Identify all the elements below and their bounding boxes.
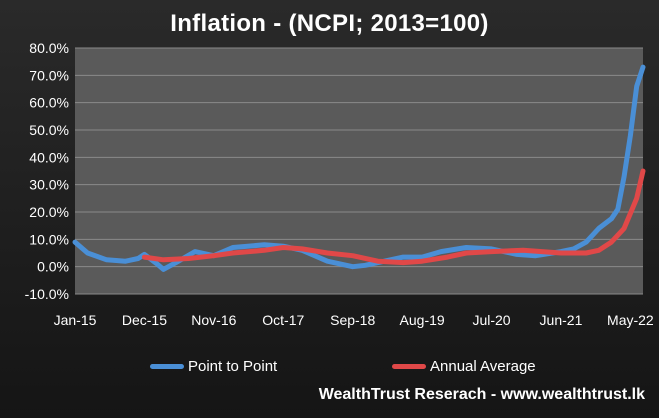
x-tick-label: Jan-15 (54, 312, 97, 328)
source-credit: WealthTrust Reserach - www.wealthtrust.l… (318, 386, 645, 403)
y-tick-label: 50.0% (29, 122, 69, 138)
y-tick-label: 80.0% (29, 40, 69, 56)
y-tick-label: 10.0% (29, 231, 69, 247)
x-tick-label: Nov-16 (191, 312, 236, 328)
x-tick-label: Aug-19 (400, 312, 445, 328)
x-axis-tick-labels: Jan-15 Dec-15 Nov-16 Oct-17 Sep-18 Aug-19 Jul-… (54, 312, 654, 328)
y-tick-label: -10.0% (25, 286, 69, 302)
series-lines (72, 64, 646, 272)
chart-title: Inflation - (NCPI; 2013=100) (170, 10, 489, 37)
legend-label-annual-average: Annual Average (430, 357, 536, 375)
y-tick-label: 20.0% (29, 204, 69, 220)
series-line-annual-average (141, 168, 646, 266)
legend-item-point-to-point: Point to Point (150, 356, 277, 376)
y-tick-label: 40.0% (29, 149, 69, 165)
y-tick-label: 70.0% (29, 67, 69, 83)
y-axis-tick-labels: -10.0% 0.0% 10.0% 20.0% 30.0% 40.0% 50.0% 60.0%… (25, 40, 69, 302)
legend-item-annual-average: Annual Average (392, 356, 536, 376)
legend-swatch-point-to-point (150, 363, 184, 369)
x-tick-label: Oct-17 (262, 312, 304, 328)
series-line-point-to-point (72, 64, 646, 272)
x-tick-label: Jun-21 (540, 312, 583, 328)
x-tick-label: Jul-20 (472, 312, 510, 328)
y-tick-label: 0.0% (37, 259, 69, 275)
y-tick-label: 60.0% (29, 95, 69, 111)
x-tick-label: May-22 (607, 312, 654, 328)
legend-swatch-annual-average (392, 363, 426, 369)
x-tick-label: Sep-18 (330, 312, 375, 328)
x-tick-label: Dec-15 (122, 312, 167, 328)
y-tick-label: 30.0% (29, 177, 69, 193)
legend-label-point-to-point: Point to Point (188, 357, 278, 375)
